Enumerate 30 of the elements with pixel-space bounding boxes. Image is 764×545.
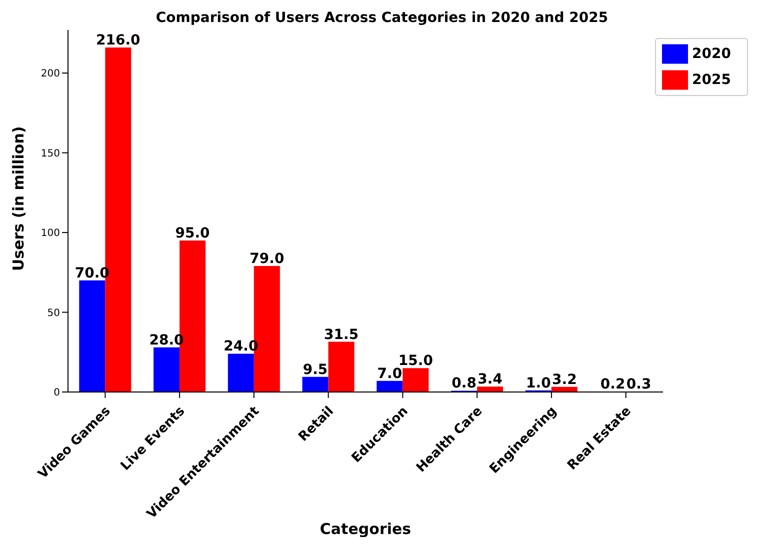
data-label: 31.5 [324,326,359,343]
bar [376,380,403,392]
data-label: 0.2 [600,376,626,393]
data-label: 95.0 [175,226,210,242]
x-axis-title: Categories [320,520,412,538]
data-label: 79.0 [250,251,284,268]
y-tick-label: 100 [40,228,60,240]
y-tick-label: 50 [47,308,60,319]
y-tick-label: 0 [54,388,60,399]
y-axis-title: Users (in million) [9,126,28,271]
bar [154,347,180,392]
y-tick-label: 150 [40,148,60,160]
data-label: 0.8 [452,376,476,392]
y-tick-label: 200 [40,68,60,80]
data-label: 1.0 [526,375,552,392]
data-label: 3.2 [552,372,577,388]
bar [477,386,504,392]
data-label: 9.5 [302,362,328,378]
legend-label: 2025 [692,72,731,88]
data-label: 216.0 [96,32,141,49]
bar [79,280,106,392]
bar [228,354,254,392]
bar [302,376,328,392]
bar [402,368,429,392]
legend-label: 2020 [692,46,731,62]
data-label: 0.3 [626,376,652,393]
bar [328,342,354,392]
chart-title: Comparison of Users Across Categories in 2020 and 2025 [154,10,610,26]
data-label: 3.4 [478,372,503,388]
data-label: 7.0 [377,366,402,382]
